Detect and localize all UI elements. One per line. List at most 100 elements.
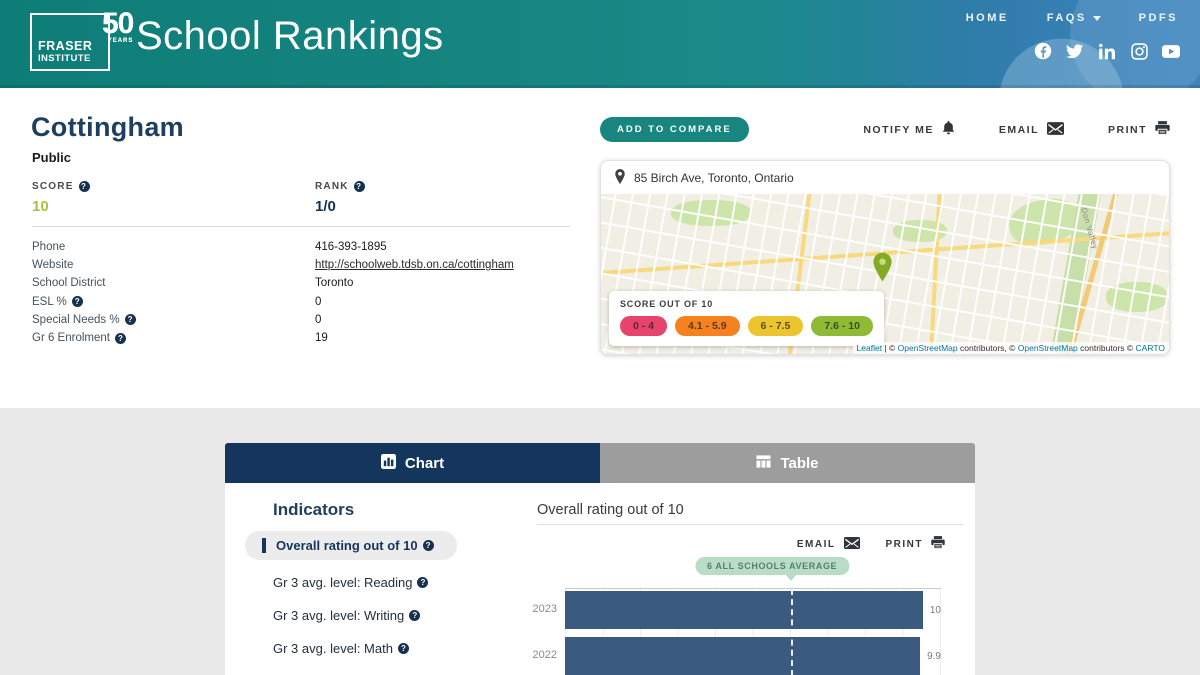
top-nav: HOME FAQS PDFS (966, 12, 1178, 24)
location-pin-icon (614, 168, 626, 187)
average-callout-pointer (784, 574, 797, 581)
score-value: 10 (32, 198, 49, 215)
help-icon[interactable]: ? (409, 610, 421, 621)
map-address-bar: 85 Birch Ave, Toronto, Ontario (601, 161, 1169, 194)
esl-value: 0 (315, 295, 322, 308)
nav-home[interactable]: HOME (965, 12, 1009, 24)
osm-link[interactable]: OpenStreetMap (1017, 343, 1078, 353)
chart-email-button[interactable]: EMAIL (797, 536, 860, 552)
detail-row-district: School District Toronto (32, 277, 354, 290)
help-icon[interactable]: ? (422, 540, 434, 551)
help-icon[interactable]: ? (124, 314, 136, 326)
printer-icon (1155, 121, 1170, 138)
nav-faqs[interactable]: FAQS (1047, 12, 1101, 24)
special-needs-value: 0 (315, 313, 322, 326)
add-to-compare-button[interactable]: ADD TO COMPARE (600, 117, 749, 142)
rank-label: RANK (315, 181, 349, 192)
bar-row-2022: 9.9 (565, 637, 941, 675)
website-link[interactable]: http://schoolweb.tdsb.on.ca/cottingham (315, 259, 514, 272)
help-icon[interactable]: ? (397, 643, 409, 654)
axis-label-2022: 2022 (532, 649, 557, 661)
indicator-gr3-writing[interactable]: Gr 3 avg. level: Writing? (273, 608, 421, 623)
school-type: Public (32, 150, 72, 165)
chart-actions: EMAIL PRINT (797, 536, 945, 552)
tab-chart[interactable]: Chart (225, 443, 600, 483)
detail-row-enrolment: Gr 6 Enrolment? 19 (32, 332, 328, 345)
help-icon[interactable]: ? (78, 181, 90, 192)
plot-area: 2023 2022 10 9.9 (533, 588, 941, 675)
osm-link[interactable]: OpenStreetMap (897, 343, 958, 353)
chart-print-button[interactable]: PRINT (886, 536, 946, 552)
header: FRASER INSTITUTE 50 YEARS School Ranking… (0, 0, 1200, 88)
bell-icon (942, 121, 955, 138)
map-legend-title: SCORE OUT OF 10 (620, 299, 714, 309)
axis-label-2023: 2023 (532, 603, 557, 615)
legend-pill-orange: 4.1 - 5.9 (675, 316, 740, 336)
rank-value: 1/0 (315, 198, 336, 215)
help-icon[interactable]: ? (71, 296, 83, 308)
map-card: 85 Birch Ave, Toronto, Ontario Don Valle… (600, 160, 1170, 355)
chart-icon (380, 453, 396, 473)
score-label: SCORE (32, 181, 74, 192)
leaflet-link[interactable]: Leaflet (856, 343, 883, 353)
social-links (1034, 42, 1180, 60)
bar-2022[interactable] (565, 637, 921, 675)
chevron-down-icon (1092, 15, 1101, 21)
page-title: School Rankings (136, 14, 444, 58)
tab-table[interactable]: Table (600, 443, 975, 483)
linkedin-icon[interactable] (1098, 42, 1116, 60)
divider (537, 524, 963, 525)
indicator-overall-rating[interactable]: Overall rating out of 10? (245, 531, 457, 560)
detail-row-website: Website http://schoolweb.tdsb.on.ca/cott… (32, 259, 514, 272)
divider (32, 226, 570, 227)
fraser-institute-logo[interactable]: FRASER INSTITUTE 50 YEARS (30, 7, 134, 71)
bar-2023[interactable] (565, 591, 923, 629)
indicator-gr3-math[interactable]: Gr 3 avg. level: Math? (273, 641, 409, 656)
chart-panel: Indicators Overall rating out of 10? Gr … (225, 483, 975, 675)
print-button[interactable]: PRINT (1108, 121, 1170, 138)
youtube-icon[interactable] (1162, 42, 1180, 60)
school-map-marker[interactable] (871, 252, 894, 287)
notify-me-button[interactable]: NOTIFY ME (863, 121, 954, 138)
instagram-icon[interactable] (1130, 42, 1148, 60)
facebook-icon[interactable] (1034, 42, 1052, 60)
enrolment-value: 19 (315, 332, 328, 345)
detail-row-phone: Phone 416-393-1895 (32, 241, 387, 254)
envelope-icon (843, 536, 860, 552)
help-icon[interactable]: ? (114, 332, 126, 344)
envelope-icon (1047, 121, 1064, 138)
bar-value-2022: 9.9 (927, 650, 941, 662)
map-canvas[interactable]: Don Valley SCORE OUT OF 10 0 - 4 4.1 - 5… (601, 194, 1169, 354)
phone-value: 416-393-1895 (315, 241, 387, 254)
average-dashed-line (790, 589, 793, 675)
printer-icon (931, 536, 945, 552)
map-legend: SCORE OUT OF 10 0 - 4 4.1 - 5.9 6 - 7.5 … (609, 291, 884, 346)
selected-indicator-marker (262, 538, 266, 553)
indicators-title: Indicators (273, 500, 355, 519)
tab-bar: Chart Table (225, 443, 975, 483)
detail-row-special-needs: Special Needs %? 0 (32, 313, 322, 326)
all-schools-average-callout: 6 ALL SCHOOLS AVERAGE (695, 557, 850, 575)
school-details: Phone 416-393-1895 Website http://school… (32, 238, 572, 347)
logo-50-badge: 50 YEARS (102, 7, 134, 44)
carto-link[interactable]: CARTO (1135, 343, 1165, 353)
map-attribution: Leaflet | © OpenStreetMap contributors, … (852, 342, 1169, 354)
table-icon (756, 454, 771, 473)
help-icon[interactable]: ? (353, 181, 365, 192)
logo-line1: FRASER (38, 39, 93, 53)
nav-pdfs[interactable]: PDFS (1138, 12, 1178, 24)
logo-line2: INSTITUTE (38, 53, 91, 64)
chart-title: Overall rating out of 10 (537, 502, 684, 518)
action-links: NOTIFY ME EMAIL PRINT (863, 121, 1170, 138)
indicator-gr3-reading[interactable]: Gr 3 avg. level: Reading? (273, 575, 429, 590)
help-icon[interactable]: ? (417, 577, 429, 588)
district-value: Toronto (315, 277, 354, 290)
bar-value-2023: 10 (929, 604, 941, 616)
map-address: 85 Birch Ave, Toronto, Ontario (634, 170, 794, 185)
legend-pill-red: 0 - 4 (620, 316, 668, 336)
legend-pill-yellow: 6 - 7.5 (747, 316, 804, 336)
twitter-icon[interactable] (1066, 42, 1084, 60)
detail-row-esl: ESL %? 0 (32, 295, 322, 308)
logo-box: FRASER INSTITUTE (30, 13, 110, 71)
email-button[interactable]: EMAIL (999, 121, 1064, 138)
